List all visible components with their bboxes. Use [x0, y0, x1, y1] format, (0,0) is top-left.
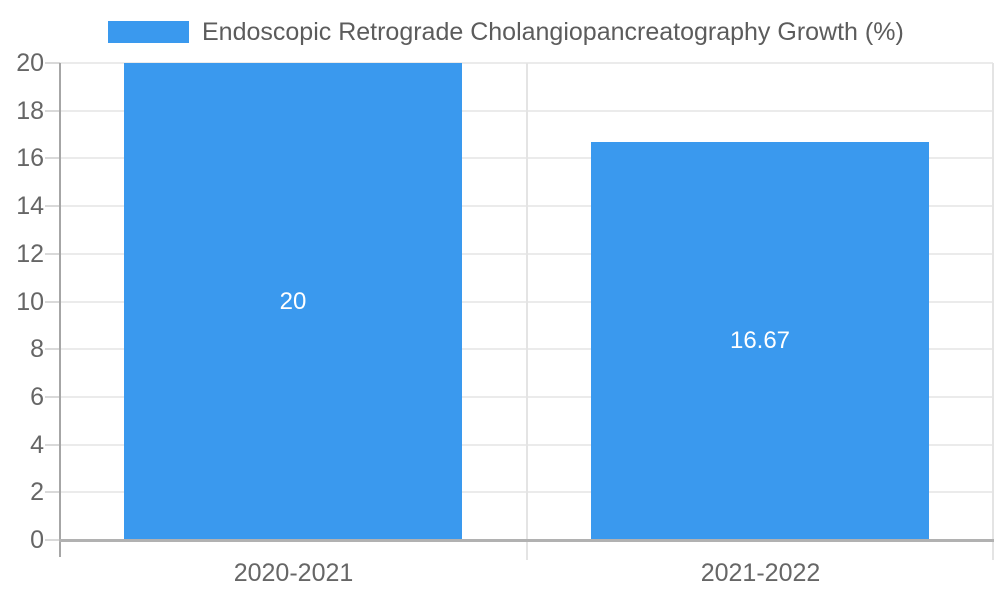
x-tick-label: 2021-2022 [700, 559, 821, 587]
chart-title: Endoscopic Retrograde Cholangiopancreato… [202, 18, 904, 46]
y-tick [45, 157, 60, 159]
y-tick-label: 8 [30, 335, 44, 363]
y-tick [45, 110, 60, 112]
y-tick [45, 396, 60, 398]
x-axis-line [59, 539, 994, 542]
y-tick-label: 0 [30, 526, 44, 554]
y-tick [45, 205, 60, 207]
y-tick [45, 253, 60, 255]
bar-2021-2022 [591, 142, 929, 540]
x-tick-label: 2020-2021 [233, 559, 354, 587]
y-tick-label: 14 [16, 192, 44, 220]
y-tick-label: 2 [30, 478, 44, 506]
legend-swatch [108, 21, 189, 43]
y-tick-label: 16 [16, 144, 44, 172]
category-separator [526, 63, 528, 560]
bar-value-label: 16.67 [729, 327, 791, 354]
y-tick [45, 62, 60, 64]
y-tick-label: 18 [16, 97, 44, 125]
plot-right-border [992, 63, 994, 560]
y-tick-label: 12 [16, 240, 44, 268]
y-axis-line [59, 63, 61, 557]
bar-value-label: 20 [279, 288, 307, 315]
y-tick-label: 6 [30, 383, 44, 411]
y-tick [45, 444, 60, 446]
bar-2020-2021 [124, 63, 462, 540]
y-tick [45, 491, 60, 493]
y-tick-label: 20 [16, 49, 44, 77]
y-tick [45, 348, 60, 350]
y-tick-label: 4 [30, 431, 44, 459]
y-tick-label: 10 [16, 288, 44, 316]
y-tick [45, 301, 60, 303]
y-tick [45, 539, 60, 541]
